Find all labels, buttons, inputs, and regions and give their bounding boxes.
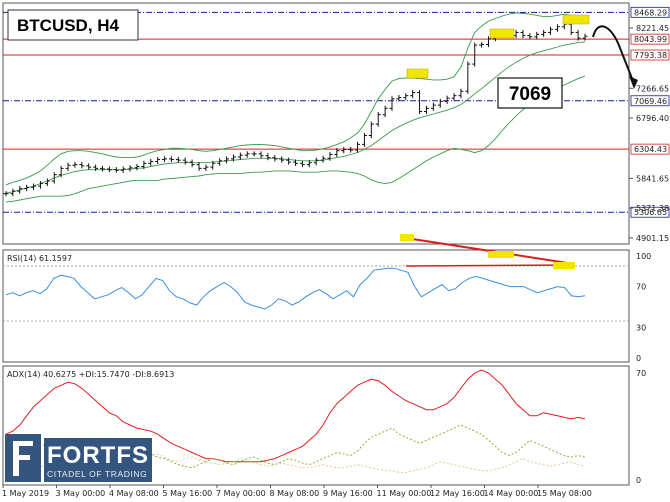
rsi-tick-3: 0 [636, 354, 641, 363]
minus-di-line [5, 453, 586, 473]
adx-label: ADX(14) 40.6275 +DI:15.7470 -DI:8.6913 [7, 370, 174, 379]
adx-tick-0: 70 [636, 369, 646, 378]
price-tick-5: 4901.15 [636, 234, 669, 243]
x-tick-7: 11 May 00:00 [377, 489, 432, 498]
chart-title: BTCUSD, H4 [17, 16, 120, 35]
projection-arrow [592, 25, 634, 82]
adx-tick-1: 0 [636, 476, 641, 485]
rsi-divergence-line [405, 264, 575, 267]
plus-di-line [5, 424, 586, 469]
level-value-1: 8043.99 [634, 35, 667, 44]
level-value-4: 6304.43 [634, 145, 667, 154]
level-value-0: 8468.29 [634, 8, 667, 17]
brand-name: FORTFS [47, 442, 149, 469]
x-tick-8: 12 May 16:00 [430, 489, 485, 498]
level-tag-1 [630, 33, 670, 45]
x-tick-4: 7 May 00:00 [216, 489, 266, 498]
adx-panel-frame [2, 365, 630, 486]
x-tick-3: 5 May 16:00 [163, 489, 213, 498]
bollinger-upper-line [5, 12, 586, 186]
x-tick-2: 4 May 08:00 [109, 489, 159, 498]
projection-arrow-head [629, 76, 638, 89]
marker-high-2 [489, 28, 515, 39]
x-tick-0: 1 May 2019 [2, 489, 49, 498]
rsi-tick-1: 70 [636, 283, 646, 292]
price-tick-2: 6796.40 [636, 114, 669, 123]
rsi-label: RSI(14) 61.1597 [7, 254, 72, 263]
x-tick-5: 8 May 08:00 [270, 489, 320, 498]
marker-high-1 [406, 68, 429, 79]
price-tick-4: 5371.38 [636, 204, 669, 213]
level-value-3: 7069.46 [634, 97, 667, 106]
x-tick-6: 9 May 16:00 [323, 489, 373, 498]
x-tick-10: 15 May 08:00 [537, 489, 592, 498]
level-value-2: 7793.38 [634, 51, 667, 60]
chart-title-box [7, 9, 139, 41]
target-box [497, 77, 563, 109]
rsi-line [5, 267, 586, 310]
level-tag-2 [630, 49, 670, 61]
rsi-marker-3 [553, 262, 575, 269]
level-tag-0 [630, 6, 670, 18]
brand-name-box [44, 438, 152, 482]
rsi-tick-0: 100 [636, 252, 651, 261]
x-tick-9: 14 May 00:00 [484, 489, 539, 498]
price-panel-frame [2, 2, 630, 245]
rsi-panel-frame [2, 249, 630, 363]
rsi-tick-2: 30 [636, 323, 646, 332]
bollinger-middle-line [5, 41, 586, 194]
price-tick-3: 5841.65 [636, 174, 669, 183]
level-tag-4 [630, 143, 670, 155]
level-tag-5 [630, 206, 670, 218]
price-tick-0: 8221.45 [636, 24, 669, 33]
adx-line [5, 369, 586, 463]
level-value-5: 5306.65 [634, 208, 667, 217]
bollinger-lower-line [5, 75, 586, 203]
marker-high-3 [562, 14, 590, 25]
brand-tagline: CITADEL OF TRADING [47, 469, 147, 479]
brand-logo-icon [13, 441, 33, 476]
x-tick-1: 3 May 00:00 [56, 489, 106, 498]
target-label: 7069 [509, 84, 551, 105]
rsi-marker-1 [400, 234, 414, 241]
price-tick-1: 7266.65 [636, 84, 669, 93]
rsi-marker-2 [488, 251, 514, 258]
level-tag-3 [630, 95, 670, 107]
